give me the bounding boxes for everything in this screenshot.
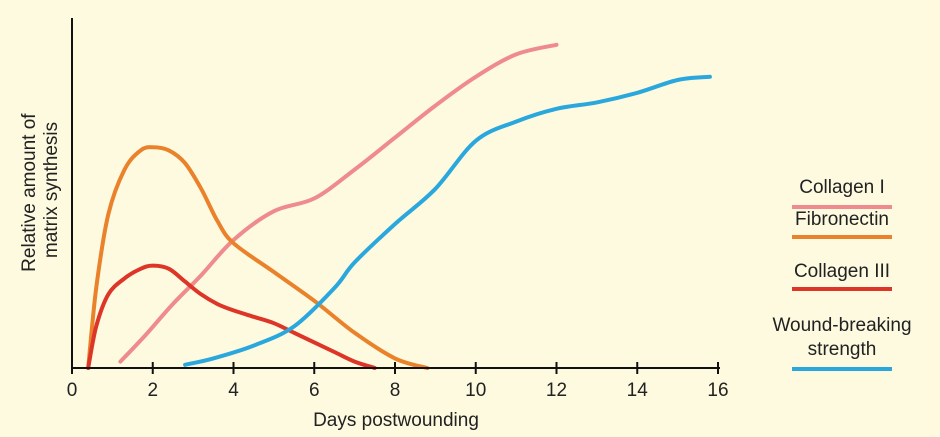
x-tick-label-14: 14 — [627, 380, 649, 401]
y-axis-title-line-1: Relative amount of — [19, 113, 40, 272]
legend-label-collagen-iii: Collagen III — [794, 261, 890, 282]
series-line-collagen-i — [118, 42, 559, 364]
series-line-collagen-iii — [86, 263, 377, 370]
legend-label-line: strength — [808, 339, 877, 360]
series-line-wound-breaking-strength — [183, 74, 712, 367]
x-ticks: 0 2 4 6 8 10 12 14 16 — [67, 362, 729, 401]
legend-label-line: Wound-breaking — [772, 315, 911, 336]
legend-label-line: Collagen III — [794, 261, 890, 282]
x-tick-label-4: 4 — [228, 380, 239, 401]
y-axis-title-line-2: matrix synthesis — [41, 122, 62, 258]
x-tick-label-10: 10 — [465, 380, 486, 401]
legend-label-wound-breaking-strength: Wound-breaking strength — [772, 315, 911, 360]
series-line-fibronectin — [86, 145, 430, 370]
x-tick-label-8: 8 — [390, 380, 401, 401]
x-tick-label-16: 16 — [707, 380, 728, 401]
x-axis-title: Days postwounding — [313, 410, 479, 431]
y-axis-title: Relative amount of matrix synthesis — [19, 108, 62, 272]
x-tick-label-0: 0 — [67, 380, 78, 401]
legend-label-collagen-i: Collagen I — [799, 177, 885, 198]
x-tick-label-6: 6 — [309, 380, 320, 401]
x-tick-label-2: 2 — [147, 380, 158, 401]
legend: Collagen I Fibronectin Collagen III Wound-b… — [772, 177, 912, 371]
legend-label-line: Fibronectin — [795, 209, 889, 230]
series-lines — [86, 42, 712, 370]
legend-label-line: Collagen I — [799, 177, 885, 198]
x-tick-label-12: 12 — [546, 380, 567, 401]
legend-label-fibronectin: Fibronectin — [795, 209, 889, 230]
